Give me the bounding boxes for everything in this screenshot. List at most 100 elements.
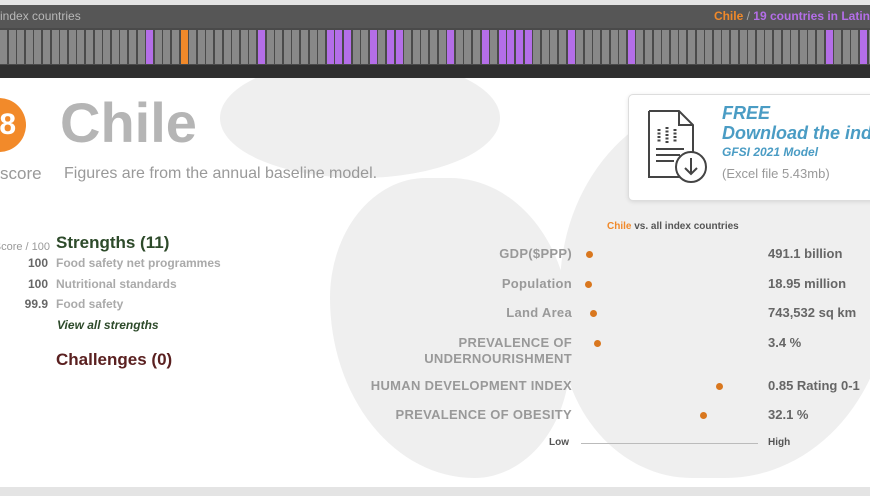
country-bar-region[interactable] [507,30,515,64]
country-bar[interactable] [77,30,85,64]
country-bar[interactable] [679,30,687,64]
download-title[interactable]: Download the index [722,123,870,143]
country-bar[interactable] [722,30,730,64]
country-bar[interactable] [791,30,799,64]
country-bar[interactable] [17,30,25,64]
country-bar[interactable] [688,30,695,64]
country-bar[interactable] [154,30,162,64]
country-bar[interactable] [197,30,205,64]
country-bar[interactable] [541,30,549,64]
country-bar[interactable] [799,30,807,64]
country-bar-current[interactable] [180,30,188,64]
country-bar[interactable] [851,30,859,64]
country-bar[interactable] [0,30,7,64]
country-bar-region[interactable] [516,30,523,64]
country-bar-region[interactable] [395,30,403,64]
country-bar[interactable] [696,30,704,64]
country-bar[interactable] [163,30,171,64]
country-bar[interactable] [653,30,661,64]
country-bar[interactable] [34,30,42,64]
country-bar[interactable] [25,30,33,64]
country-bar[interactable] [301,30,308,64]
country-bar-region[interactable] [825,30,833,64]
country-bar[interactable] [713,30,721,64]
download-card[interactable]: FREE Download the index GFSI 2021 Model … [628,94,870,201]
country-bar-region[interactable] [627,30,635,64]
country-bar[interactable] [189,30,197,64]
country-bar[interactable] [584,30,592,64]
country-bar-region[interactable] [447,30,455,64]
country-bar-region[interactable] [567,30,575,64]
country-bar[interactable] [868,30,870,64]
country-bar[interactable] [473,30,480,64]
country-bar[interactable] [705,30,713,64]
country-bar[interactable] [782,30,790,64]
country-bar[interactable] [86,30,93,64]
country-bar[interactable] [8,30,16,64]
country-bar-region[interactable] [860,30,867,64]
country-bar[interactable] [215,30,222,64]
country-bar[interactable] [352,30,360,64]
country-bar[interactable] [206,30,214,64]
country-bar[interactable] [636,30,644,64]
country-bar-region[interactable] [146,30,154,64]
country-bar[interactable] [619,30,627,64]
country-bar[interactable] [438,30,446,64]
country-bar-region[interactable] [481,30,489,64]
country-bar[interactable] [808,30,816,64]
country-bar[interactable] [94,30,102,64]
country-bar[interactable] [533,30,541,64]
country-bar-region[interactable] [335,30,343,64]
country-bar[interactable] [559,30,566,64]
country-bar[interactable] [464,30,472,64]
country-bar[interactable] [275,30,283,64]
country-bar-region[interactable] [344,30,351,64]
country-bar[interactable] [490,30,498,64]
country-bar-region[interactable] [524,30,532,64]
country-bar-region[interactable] [387,30,394,64]
country-bar[interactable] [43,30,50,64]
country-bar[interactable] [610,30,618,64]
country-bar-region[interactable] [369,30,377,64]
country-bar[interactable] [430,30,437,64]
country-bar[interactable] [223,30,231,64]
country-bar[interactable] [774,30,781,64]
country-bar[interactable] [550,30,558,64]
country-bar[interactable] [593,30,601,64]
country-bar[interactable] [60,30,68,64]
country-bar[interactable] [842,30,850,64]
country-bar[interactable] [731,30,738,64]
country-bar-region[interactable] [326,30,334,64]
country-bar[interactable] [739,30,747,64]
country-bar[interactable] [120,30,128,64]
country-bar[interactable] [232,30,240,64]
country-bar[interactable] [249,30,257,64]
country-bar[interactable] [292,30,300,64]
country-bar[interactable] [318,30,326,64]
country-bar[interactable] [421,30,429,64]
country-bar[interactable] [68,30,76,64]
country-bar[interactable] [662,30,670,64]
country-bar-region[interactable] [258,30,265,64]
country-bar[interactable] [412,30,420,64]
country-bar[interactable] [576,30,584,64]
country-bar[interactable] [817,30,824,64]
country-bar[interactable] [137,30,145,64]
country-bar[interactable] [309,30,317,64]
country-bar[interactable] [645,30,652,64]
country-bar[interactable] [602,30,609,64]
country-bar[interactable] [455,30,463,64]
country-bar[interactable] [129,30,136,64]
country-bar[interactable] [172,30,179,64]
country-bar[interactable] [361,30,369,64]
country-bar[interactable] [834,30,842,64]
country-bar[interactable] [266,30,274,64]
country-bar[interactable] [765,30,773,64]
country-bar[interactable] [756,30,764,64]
country-bar[interactable] [240,30,248,64]
challenges-heading[interactable]: Challenges (0) [56,350,173,369]
country-bar[interactable] [283,30,291,64]
country-bar[interactable] [111,30,119,64]
country-bar[interactable] [748,30,756,64]
country-bar[interactable] [103,30,111,64]
